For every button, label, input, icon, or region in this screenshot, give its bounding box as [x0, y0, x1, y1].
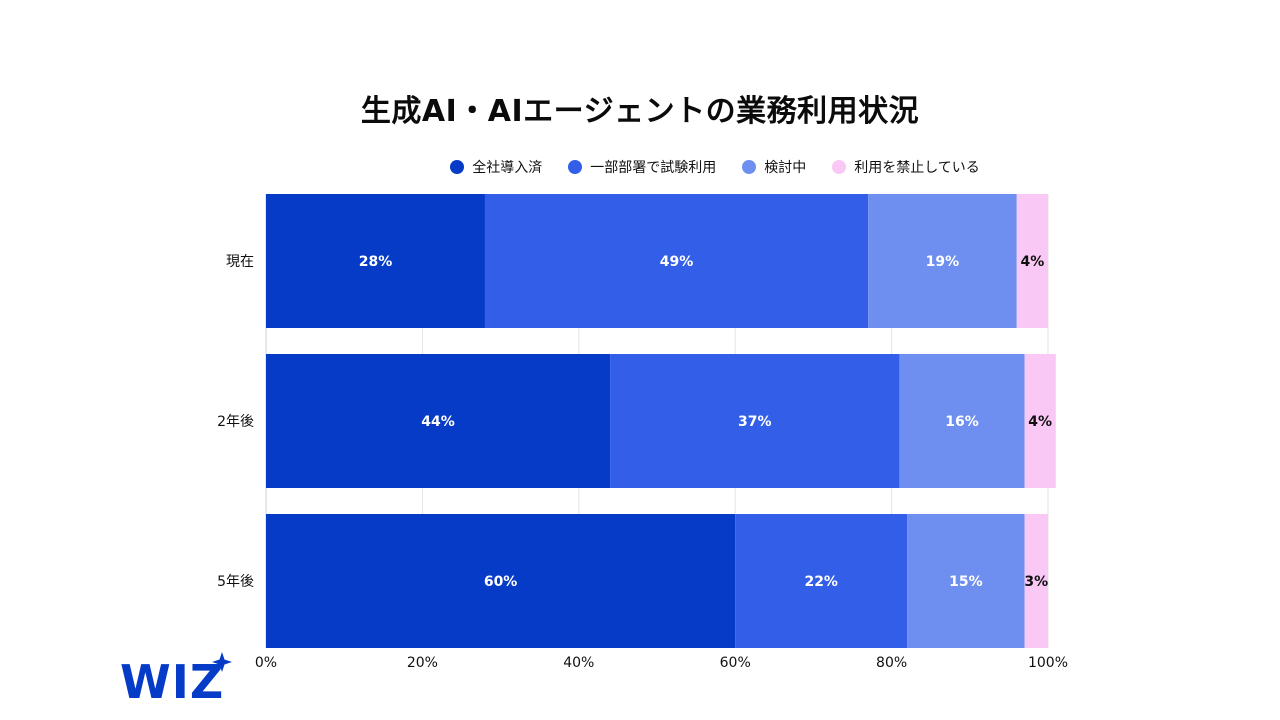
bar-3-0 [1016, 194, 1048, 328]
bar-2-1 [899, 354, 1025, 488]
legend-swatch-1 [568, 160, 583, 174]
legend-label-0: 全社導入済 [472, 160, 543, 176]
data-label-1-1: 37% [738, 414, 772, 430]
bar-2-2 [907, 514, 1025, 648]
data-label-0-1: 44% [421, 414, 455, 430]
x-tick-label-4: 80% [876, 655, 907, 671]
legend-swatch-0 [450, 160, 465, 174]
data-label-2-1: 16% [945, 414, 979, 430]
legend-item-2: 検討中 [742, 157, 806, 177]
legend-item-0: 全社導入済 [450, 157, 542, 177]
category-label-0: 現在 [226, 254, 254, 270]
wiz-logo: WIZ [120, 652, 232, 705]
wiz-logo-text: WIZ [120, 655, 224, 705]
data-label-2-0: 19% [926, 254, 960, 270]
legend-swatch-3 [832, 160, 847, 174]
legend-label-3: 利用を禁止している [854, 160, 980, 176]
category-label-2: 5年後 [217, 574, 254, 590]
data-label-3-0: 4% [1020, 254, 1044, 270]
bar-1-0 [484, 194, 869, 328]
legend-item-1: 一部部署で試験利用 [568, 157, 716, 177]
chart-title: 生成AI・AIエージェントの業務利用状況 [360, 94, 920, 129]
data-label-0-0: 28% [359, 254, 393, 270]
bar-0-0 [266, 194, 485, 328]
data-label-2-2: 15% [949, 574, 983, 590]
x-tick-label-0: 0% [255, 655, 277, 671]
data-label-3-1: 4% [1028, 414, 1052, 430]
legend-swatch-2 [742, 160, 757, 174]
x-tick-label-2: 40% [563, 655, 594, 671]
x-tick-label-1: 20% [407, 655, 438, 671]
x-tick-label-5: 100% [1028, 655, 1068, 671]
data-label-3-2: 3% [1024, 574, 1048, 590]
legend-label-1: 一部部署で試験利用 [590, 160, 717, 176]
data-label-1-0: 49% [660, 254, 694, 270]
legend: 全社導入済 一部部署で試験利用 検討中 利用を禁止している [0, 156, 1280, 178]
data-label-1-2: 22% [804, 574, 838, 590]
x-tick-label-3: 60% [720, 655, 751, 671]
bar-0-2 [266, 514, 736, 648]
bar-1-1 [610, 354, 900, 488]
bar-2-0 [868, 194, 1017, 328]
bar-0-1 [266, 354, 611, 488]
data-label-0-2: 60% [484, 574, 518, 590]
legend-item-3: 利用を禁止している [832, 157, 980, 177]
bar-3-1 [1024, 354, 1056, 488]
sparkle-icon [212, 652, 232, 672]
category-label-1: 2年後 [217, 414, 254, 430]
bar-3-2 [1024, 514, 1048, 648]
legend-label-2: 検討中 [764, 160, 807, 176]
bar-1-2 [735, 514, 908, 648]
